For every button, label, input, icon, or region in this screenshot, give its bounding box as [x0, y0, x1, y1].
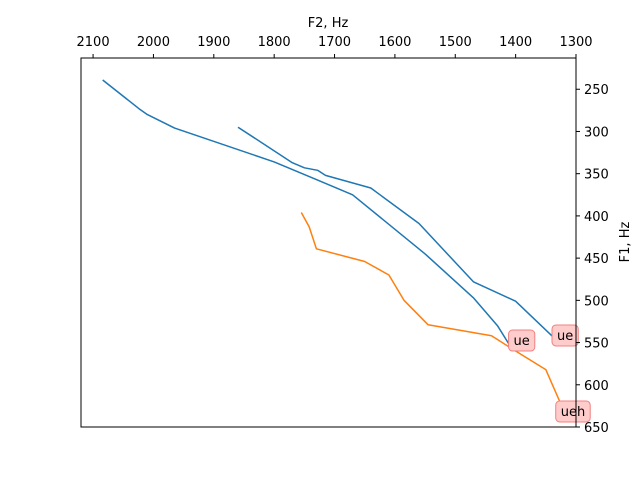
x-tick-label: 1700 [318, 35, 351, 50]
annotation-box [555, 400, 591, 423]
series-line-1 [102, 79, 521, 346]
series-line-2 [237, 126, 553, 337]
y-axis: 250 300 350 400 450 500 550 600 650 [576, 83, 609, 436]
y-tick-label: 450 [584, 252, 609, 267]
annotation-label: ue [557, 329, 573, 344]
y-tick-label: 250 [584, 83, 609, 98]
x-tick-label: 1900 [197, 35, 230, 50]
y-tick-label: 300 [584, 125, 609, 140]
x-tick-label: 1400 [499, 35, 532, 50]
x-axis: 2100 2000 1900 1800 1700 1600 1500 1400 1300 [77, 35, 593, 58]
annotations: ue ue ueh [508, 324, 591, 423]
y-tick-label: 550 [584, 337, 609, 352]
y-tick-label: 350 [584, 168, 609, 183]
series-lines [102, 79, 565, 412]
plot-frame [80, 57, 577, 428]
annotation-box [551, 324, 579, 347]
y-tick-label: 650 [584, 421, 609, 436]
annotation-box [508, 329, 536, 352]
x-tick-label: 1300 [559, 35, 592, 50]
y-axis-title: F1, Hz [618, 222, 633, 263]
x-tick-label: 2100 [77, 35, 110, 50]
y-tick-label: 400 [584, 210, 609, 225]
annotation-2: ue [551, 324, 579, 347]
x-tick-label: 1800 [258, 35, 291, 50]
annotation-1: ue [508, 329, 536, 352]
x-tick-label: 2000 [137, 35, 170, 50]
x-axis-title: F2, Hz [308, 16, 349, 31]
x-tick-label: 1500 [439, 35, 472, 50]
x-tick-label: 1600 [378, 35, 411, 50]
annotation-label: ue [514, 334, 530, 349]
annotation-3: ueh [555, 400, 591, 423]
y-tick-label: 600 [584, 379, 609, 394]
y-tick-label: 500 [584, 294, 609, 309]
annotation-label: ueh [561, 405, 585, 420]
series-line-3 [300, 212, 565, 412]
